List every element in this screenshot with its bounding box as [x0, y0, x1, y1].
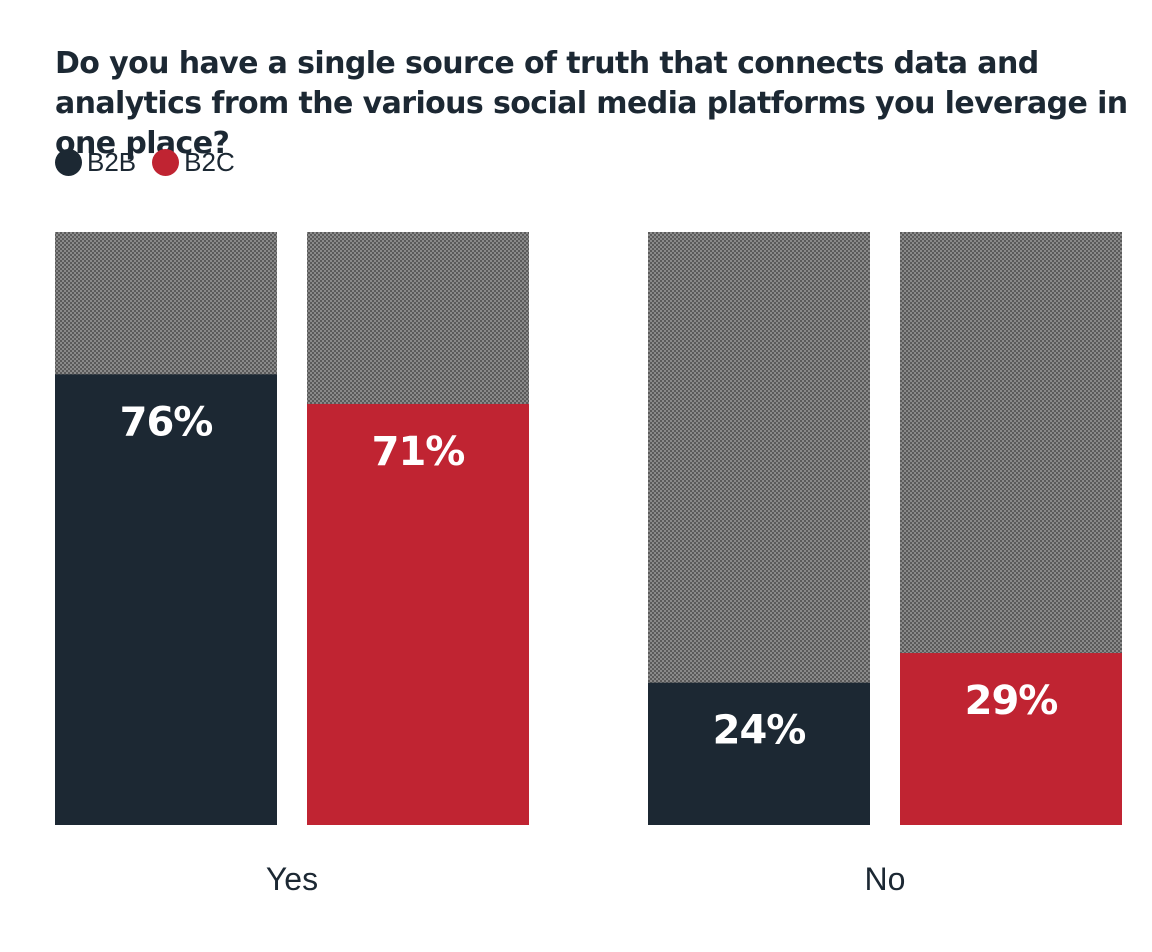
legend: B2B B2C: [55, 147, 251, 177]
data-label-no-b2b: 24%: [713, 708, 806, 754]
category-label-no: No: [865, 861, 906, 897]
bar-yes-b2b: [55, 374, 277, 825]
category-label-yes: Yes: [266, 861, 318, 897]
data-label-yes-b2c: 71%: [372, 429, 465, 475]
data-label-yes-b2b: 76%: [120, 399, 213, 445]
legend-item-b2b: B2B: [55, 147, 136, 178]
bar-no-b2b: [648, 682, 870, 825]
data-label-no-b2c: 29%: [965, 678, 1058, 724]
bar-no-b2c: [900, 653, 1122, 825]
bar-yes-b2c: [307, 403, 529, 825]
legend-swatch-b2b: [55, 148, 82, 176]
legend-item-b2c: B2C: [152, 147, 235, 178]
legend-swatch-b2c: [152, 148, 180, 176]
legend-label-b2b: B2B: [87, 146, 137, 177]
bars-group: 76% 71% 24% 29%: [55, 232, 1122, 825]
category-labels: Yes No: [266, 861, 906, 897]
chart-title: Do you have a single source of truth tha…: [55, 46, 1128, 161]
legend-label-b2c: B2C: [184, 146, 235, 177]
